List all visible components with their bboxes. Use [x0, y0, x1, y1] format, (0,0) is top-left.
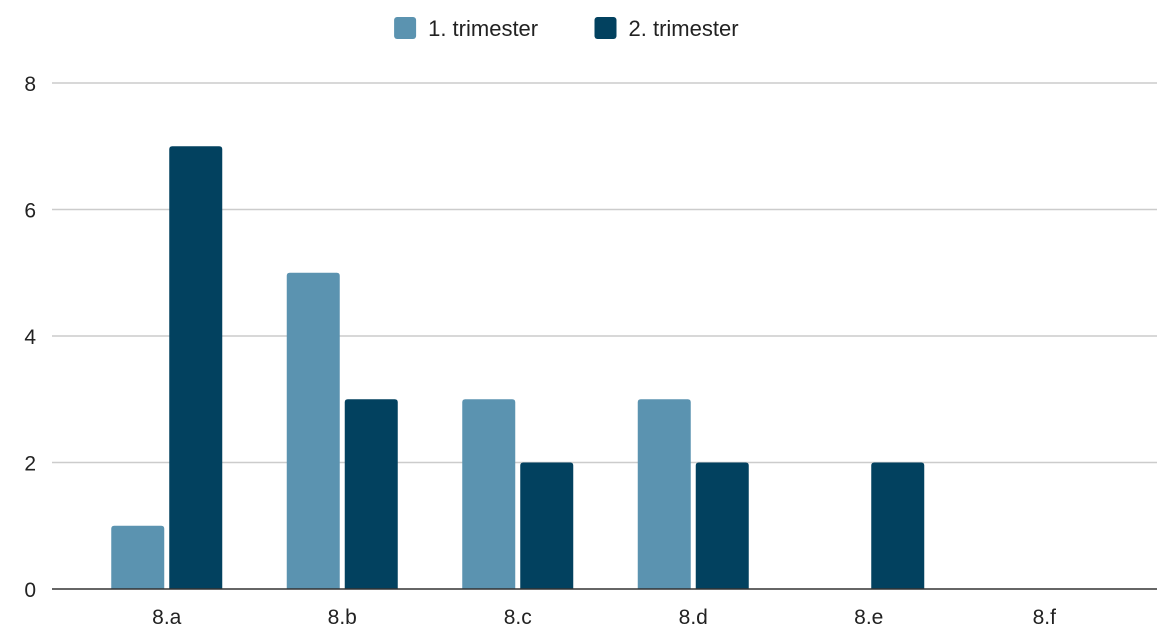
bar-8.b-series-2: [344, 399, 398, 589]
bar-8.c-series-2: [520, 462, 574, 589]
bar-8.b-series-1: [286, 272, 340, 589]
legend-swatch: [394, 17, 417, 39]
bar-8.a-series-1: [111, 525, 165, 589]
bar-8.a-series-2: [169, 146, 223, 589]
legend-item-1: 1. trimester: [394, 16, 538, 41]
bar-8.e-series-2: [871, 462, 925, 589]
legend-item-2: 2. trimester: [594, 16, 739, 41]
x-tick-label: 8.e: [854, 606, 883, 629]
legend-label: 1. trimester: [428, 16, 538, 41]
bar-8.d-series-1: [637, 399, 691, 589]
legend-swatch: [594, 17, 617, 39]
y-tick-label: 8: [24, 73, 36, 96]
bar-8.c-series-1: [462, 399, 516, 589]
x-tick-label: 8.b: [328, 606, 357, 629]
gridlines: [52, 82, 1157, 464]
y-tick-label: 4: [24, 326, 36, 349]
legend-label: 2. trimester: [629, 16, 739, 41]
x-tick-label: 8.a: [152, 606, 182, 629]
x-tick-label: 8.d: [679, 606, 708, 629]
y-axis-ticks: 0 2 4 6 8: [24, 73, 36, 602]
x-tick-label: 8.f: [1033, 606, 1057, 629]
bar-8.d-series-2: [695, 462, 749, 589]
x-tick-label: 8.c: [504, 606, 532, 629]
legend: 1. trimester 2. trimester: [394, 16, 739, 41]
y-tick-label: 0: [24, 579, 36, 602]
y-tick-label: 6: [24, 200, 36, 223]
bars: [111, 146, 925, 589]
x-axis-ticks: 8.a 8.b 8.c 8.d 8.e 8.f: [152, 606, 1056, 629]
y-tick-label: 2: [24, 453, 36, 476]
